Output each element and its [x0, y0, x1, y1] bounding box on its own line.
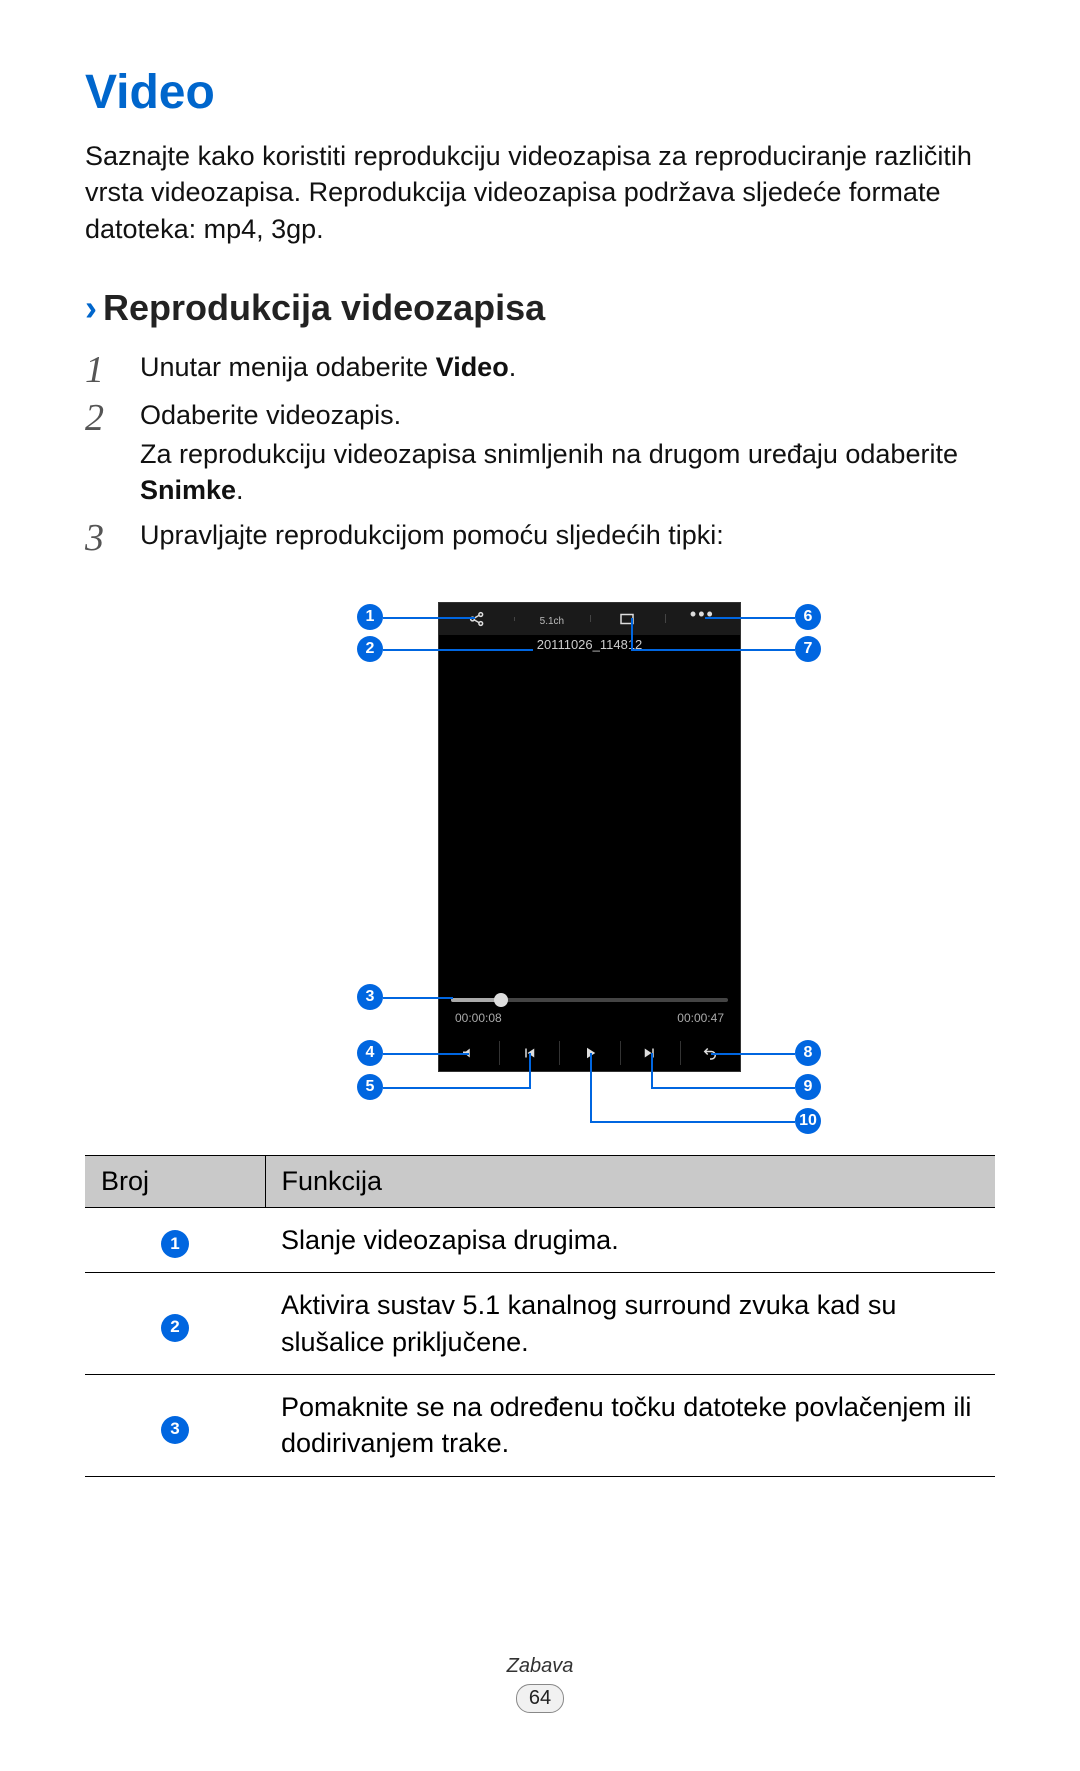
leader-line [711, 1053, 795, 1055]
footer-category: Zabava [0, 1655, 1080, 1678]
fullscreen-button[interactable] [590, 609, 665, 627]
leader-line [383, 1053, 469, 1055]
step-body: Unutar menija odaberite Video. [140, 349, 516, 389]
section-heading: ›Reprodukcija videozapisa [85, 287, 995, 329]
surround-button[interactable]: 5.1ch [514, 611, 589, 627]
leader-line [631, 649, 795, 651]
step-2: 2 Odaberite videozapis. Za reprodukciju … [85, 397, 995, 508]
leader-line [383, 1087, 529, 1089]
next-icon [641, 1044, 659, 1062]
callout-1: 1 [357, 604, 383, 630]
leader-line [631, 618, 633, 651]
seek-knob[interactable] [494, 993, 508, 1007]
callout-4: 4 [357, 1040, 383, 1066]
number-badge: 3 [161, 1416, 189, 1444]
number-badge: 2 [161, 1314, 189, 1342]
player-topbar: 5.1ch ••• [439, 603, 740, 635]
step-number: 1 [85, 349, 140, 389]
leader-line [651, 1087, 795, 1089]
table-header-number: Broj [85, 1155, 265, 1207]
step-number: 3 [85, 517, 140, 557]
text: . [509, 352, 517, 382]
table-cell-function: Pomaknite se na određenu točku datoteke … [265, 1374, 995, 1476]
step-3: 3 Upravljajte reprodukcijom pomoću sljed… [85, 517, 995, 557]
seek-bar[interactable] [451, 998, 728, 1002]
leader-line [529, 1053, 531, 1089]
time-elapsed: 00:00:08 [455, 1011, 502, 1025]
text: Za reprodukciju videozapisa snimljenih n… [140, 436, 995, 509]
surround-label: 5.1ch [540, 616, 564, 627]
leader-line [590, 1053, 592, 1123]
step-number: 2 [85, 397, 140, 508]
table-cell-function: Slanje videozapisa drugima. [265, 1207, 995, 1272]
leader-line [705, 617, 795, 619]
leader-line [383, 617, 475, 619]
step-body: Upravljajte reprodukcijom pomoću sljedeć… [140, 517, 724, 557]
step-1: 1 Unutar menija odaberite Video. [85, 349, 995, 389]
time-total: 00:00:47 [677, 1011, 724, 1025]
leader-line [590, 1121, 795, 1123]
text: Odaberite videozapis. [140, 397, 995, 433]
text: Unutar menija odaberite [140, 352, 436, 382]
step-body: Odaberite videozapis. Za reprodukciju vi… [140, 397, 995, 508]
chevron-right-icon: › [85, 287, 97, 328]
text: . [236, 475, 244, 505]
callout-5: 5 [357, 1074, 383, 1100]
phone-screenshot: 5.1ch ••• 20111026_114812 00:00:08 00:00… [438, 602, 741, 1072]
callout-3: 3 [357, 984, 383, 1010]
bold-text: Snimke [140, 475, 236, 505]
table-row: 2 Aktivira sustav 5.1 kanalnog surround … [85, 1273, 995, 1375]
number-badge: 1 [161, 1230, 189, 1258]
step-list: 1 Unutar menija odaberite Video. 2 Odabe… [85, 349, 995, 556]
page-title: Video [85, 65, 995, 120]
player-diagram: 5.1ch ••• 20111026_114812 00:00:08 00:00… [85, 582, 995, 1127]
bold-text: Video [436, 352, 509, 382]
table-row: 3 Pomaknite se na određenu točku datotek… [85, 1374, 995, 1476]
callout-8: 8 [795, 1040, 821, 1066]
callout-2: 2 [357, 636, 383, 662]
page-footer: Zabava 64 [0, 1655, 1080, 1713]
table-cell-number: 1 [85, 1207, 265, 1272]
function-table: Broj Funkcija 1 Slanje videozapisa drugi… [85, 1155, 995, 1477]
more-button[interactable]: ••• [665, 608, 740, 629]
callout-10: 10 [795, 1108, 821, 1134]
callout-7: 7 [795, 636, 821, 662]
intro-paragraph: Saznajte kako koristiti reprodukciju vid… [85, 138, 995, 247]
table-cell-number: 2 [85, 1273, 265, 1375]
section-heading-text: Reprodukcija videozapisa [103, 287, 545, 328]
table-cell-function: Aktivira sustav 5.1 kanalnog surround zv… [265, 1273, 995, 1375]
table-header-function: Funkcija [265, 1155, 995, 1207]
more-icon: ••• [690, 604, 715, 624]
callout-9: 9 [795, 1074, 821, 1100]
leader-line [383, 997, 453, 999]
fullscreen-icon [618, 609, 636, 625]
text: Za reprodukciju videozapisa snimljenih n… [140, 439, 958, 469]
table-row: 1 Slanje videozapisa drugima. [85, 1207, 995, 1272]
footer-page-number: 64 [516, 1684, 564, 1713]
leader-line [383, 649, 533, 651]
next-button[interactable] [620, 1035, 680, 1071]
leader-line [651, 1053, 653, 1089]
callout-6: 6 [795, 604, 821, 630]
table-cell-number: 3 [85, 1374, 265, 1476]
